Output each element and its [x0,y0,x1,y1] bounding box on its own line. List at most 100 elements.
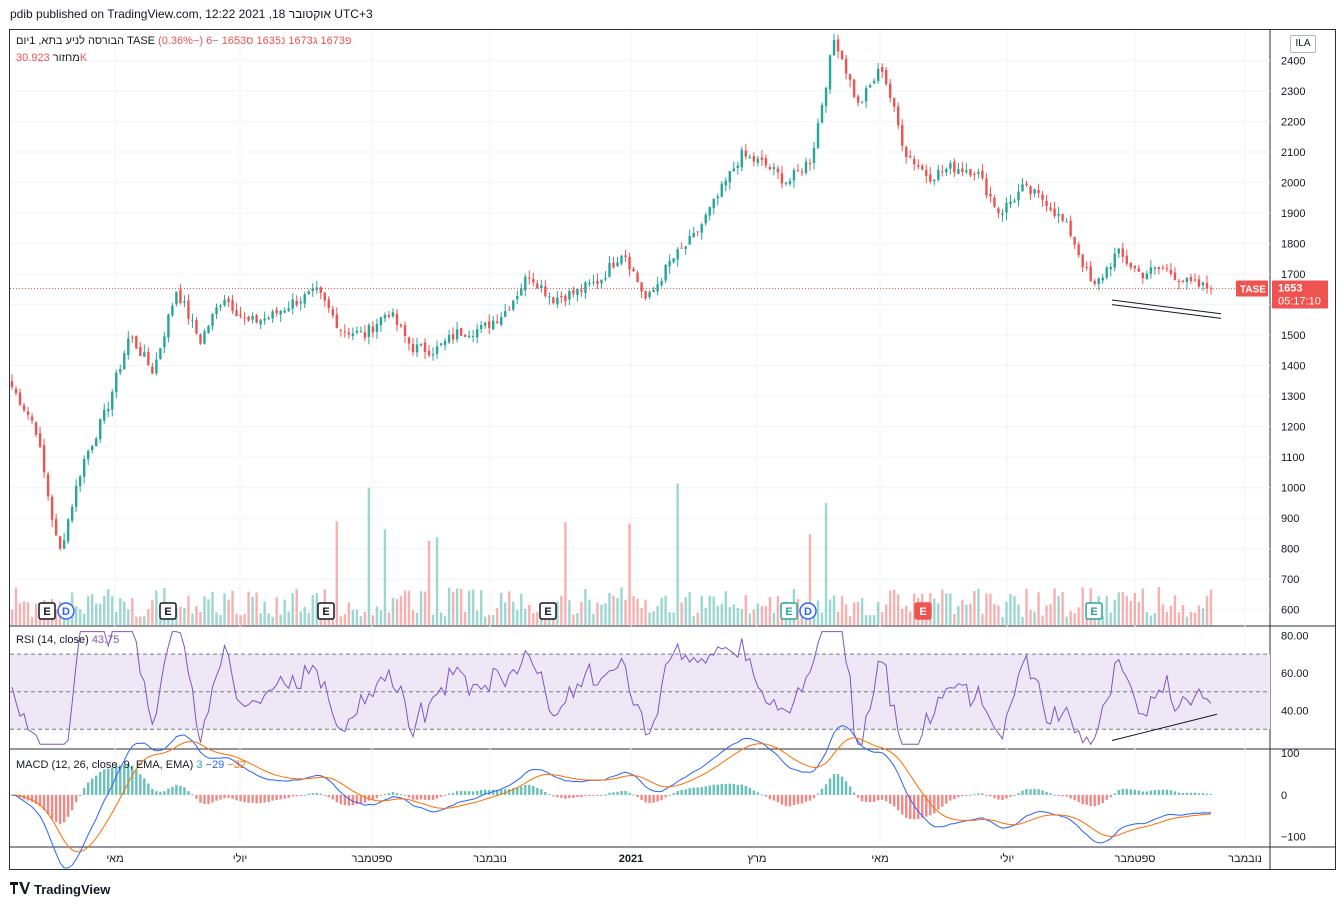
candle-body [1033,189,1036,194]
marker-label: E [322,606,329,618]
volume-bar [127,609,130,625]
candle-body [119,369,122,373]
volume-bar [10,609,14,625]
candle-body [552,297,555,304]
candle-body [1005,202,1008,213]
macd-histogram-bar [135,769,138,795]
candle-body [479,325,483,329]
candle-body [1109,266,1112,270]
macd-histogram-bar [496,790,499,795]
volume-bar [1193,612,1197,625]
volume-bar [491,615,495,625]
volume-bar [516,609,519,625]
marker-label: E [919,606,926,618]
ohlc-low-label: נ [280,35,286,47]
candle-body [1029,186,1032,195]
candle-body [560,295,563,298]
volume-bar [676,483,679,625]
candle-body [407,337,411,344]
candle-body [784,182,788,184]
candle-body [764,158,768,166]
candle-body [884,69,888,85]
volume-bar [732,604,736,625]
macd-histogram-bar [119,765,122,795]
candle-body [985,178,988,196]
candle-body [1057,213,1060,216]
volume-bar [989,593,992,625]
candle-body [941,171,944,173]
volume-bar [684,597,687,625]
candle-body [331,309,335,316]
macd-histogram-bar [860,794,864,802]
candle-body [347,332,351,335]
macd-histogram-bar [728,783,731,795]
candle-body [1085,266,1088,268]
x-tick-label: מרץ [748,853,767,865]
volume-bar [1009,594,1012,625]
volume-bar [443,616,447,625]
volume-bar [997,605,1000,625]
macd-histogram-bar [171,786,174,795]
candle-body [66,519,70,542]
volume-bar [1061,592,1064,625]
macd-histogram-bar [672,793,675,795]
macd-histogram-bar [668,794,671,796]
rsi-line [11,631,1212,746]
macd-histogram-bar [1053,794,1056,796]
candle-body [644,291,647,299]
candle-body [528,277,531,279]
ohlc-open-label: פ [345,35,352,47]
candle-body [215,307,218,315]
macd-histogram-bar [1021,790,1024,795]
macd-histogram-bar [592,794,595,796]
volume-bar [107,589,110,625]
macd-histogram-bar [756,792,760,795]
volume-bar [700,595,703,625]
price-tag-bg [1272,280,1328,309]
candle-body [399,324,403,327]
volume-bar [407,590,411,625]
volume-bar [199,611,202,625]
volume-bar [22,601,26,625]
macd-histogram-bar [1049,793,1052,795]
candle-body [191,319,194,321]
macd-histogram-bar [792,794,796,806]
macd-histogram-bar [568,794,571,799]
x-tick-label: 2021 [619,853,643,865]
macd-histogram-bar [1077,794,1080,803]
macd-histogram-bar [163,791,166,795]
macd-histogram-bar [1161,789,1165,795]
macd-histogram-bar [752,790,756,795]
candle-body [989,193,992,197]
candle-body [351,333,355,337]
candle-body [909,155,912,158]
currency-badge[interactable]: ILA [1290,35,1316,53]
volume-bar [419,591,423,625]
macd-histogram-bar [852,792,856,795]
candle-body [864,88,868,102]
candle-body [383,314,387,319]
candle-body [419,343,423,346]
macd-histogram-bar [1165,789,1169,795]
candle-body [688,236,691,245]
macd-signal-line [11,737,1212,853]
chart-frame[interactable] [9,29,1336,870]
volume-bar [696,612,699,625]
tradingview-logo[interactable]: TradingView [10,882,110,897]
macd-histogram-bar [652,794,655,803]
macd-histogram-bar [768,794,772,800]
candle-body [46,474,50,497]
candle-body [676,249,679,260]
macd-histogram-bar [219,794,222,800]
candle-body [840,50,844,60]
candle-body [620,255,623,264]
volume-bar [1117,592,1120,625]
macd-histogram-bar [740,784,744,795]
candle-body [54,519,58,536]
volume-bar [86,596,90,625]
volume-bar [483,616,487,625]
macd-histogram-bar [556,794,559,798]
macd-histogram-bar [760,794,764,796]
volume-bar [435,537,439,625]
